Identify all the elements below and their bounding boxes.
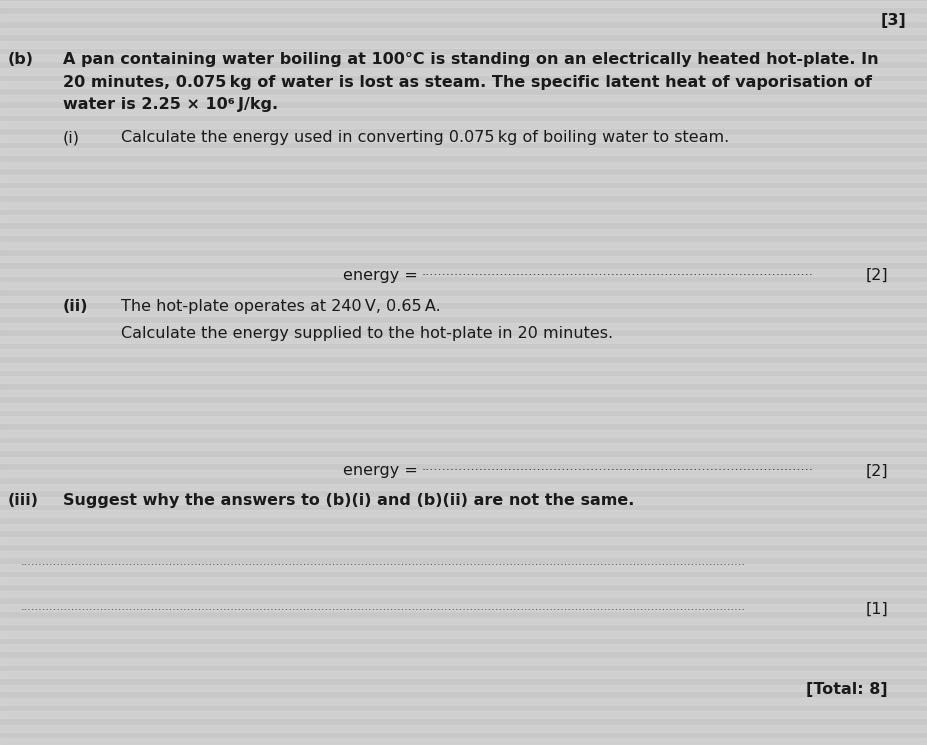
Bar — [0, 604, 927, 611]
Bar — [0, 685, 927, 691]
Bar — [0, 81, 927, 88]
Text: energy =: energy = — [343, 463, 418, 478]
Bar — [0, 564, 927, 571]
Bar — [0, 457, 927, 463]
Bar — [0, 497, 927, 504]
Bar — [0, 135, 927, 142]
Bar — [0, 390, 927, 396]
Bar — [0, 188, 927, 195]
Bar — [0, 202, 927, 209]
Bar — [0, 282, 927, 289]
Text: ................................................................................: ........................................… — [20, 602, 745, 612]
Bar — [0, 269, 927, 276]
Bar — [0, 336, 927, 343]
Bar — [0, 484, 927, 490]
Bar — [0, 470, 927, 477]
Bar — [0, 658, 927, 665]
Bar — [0, 671, 927, 678]
Bar — [0, 430, 927, 437]
Text: (ii): (ii) — [63, 299, 89, 314]
Bar — [0, 416, 927, 423]
Bar — [0, 14, 927, 21]
Bar — [0, 309, 927, 316]
Bar — [0, 148, 927, 155]
Text: (i): (i) — [63, 130, 80, 145]
Text: [3]: [3] — [881, 13, 907, 28]
Bar — [0, 175, 927, 182]
Bar — [0, 551, 927, 557]
Bar — [0, 644, 927, 651]
Text: ................................................................................: ........................................… — [422, 460, 814, 473]
Bar — [0, 162, 927, 168]
Bar — [0, 524, 927, 530]
Bar — [0, 591, 927, 597]
Text: [Total: 8]: [Total: 8] — [806, 682, 888, 697]
Text: ................................................................................: ........................................… — [422, 265, 814, 278]
Bar — [0, 68, 927, 75]
Bar — [0, 296, 927, 302]
Bar — [0, 41, 927, 48]
Text: Calculate the energy used in converting 0.075 kg of boiling water to steam.: Calculate the energy used in converting … — [121, 130, 729, 145]
Bar — [0, 256, 927, 262]
Bar — [0, 403, 927, 410]
Bar — [0, 510, 927, 517]
Bar — [0, 54, 927, 61]
Bar — [0, 711, 927, 718]
Bar — [0, 725, 927, 732]
Bar — [0, 443, 927, 450]
Bar — [0, 363, 927, 370]
Bar — [0, 738, 927, 745]
Bar — [0, 698, 927, 705]
Bar — [0, 95, 927, 101]
Bar — [0, 242, 927, 249]
Text: (iii): (iii) — [7, 493, 38, 508]
Text: [2]: [2] — [866, 463, 888, 478]
Bar — [0, 349, 927, 356]
Text: 20 minutes, 0.075 kg of water is lost as steam. The specific latent heat of vapo: 20 minutes, 0.075 kg of water is lost as… — [63, 74, 872, 89]
Bar — [0, 323, 927, 329]
Text: water is 2.25 × 10⁶ J/kg.: water is 2.25 × 10⁶ J/kg. — [63, 97, 278, 112]
Bar — [0, 28, 927, 34]
Text: The hot-plate operates at 240 V, 0.65 A.: The hot-plate operates at 240 V, 0.65 A. — [121, 299, 440, 314]
Text: (b): (b) — [7, 52, 33, 67]
Bar — [0, 215, 927, 222]
Bar — [0, 229, 927, 235]
Bar — [0, 108, 927, 115]
Bar — [0, 121, 927, 128]
Text: Calculate the energy supplied to the hot-plate in 20 minutes.: Calculate the energy supplied to the hot… — [121, 326, 613, 341]
Text: [1]: [1] — [865, 602, 888, 617]
Text: A pan containing water boiling at 100°C is standing on an electrically heated ho: A pan containing water boiling at 100°C … — [63, 52, 879, 67]
Text: [2]: [2] — [866, 268, 888, 283]
Bar — [0, 376, 927, 383]
Bar — [0, 537, 927, 544]
Text: Suggest why the answers to (b)(i) and (b)(ii) are not the same.: Suggest why the answers to (b)(i) and (b… — [63, 493, 634, 508]
Text: energy =: energy = — [343, 268, 418, 283]
Bar — [0, 618, 927, 624]
Bar — [0, 631, 927, 638]
Bar — [0, 577, 927, 584]
Bar — [0, 1, 927, 7]
Text: ................................................................................: ........................................… — [20, 557, 745, 567]
